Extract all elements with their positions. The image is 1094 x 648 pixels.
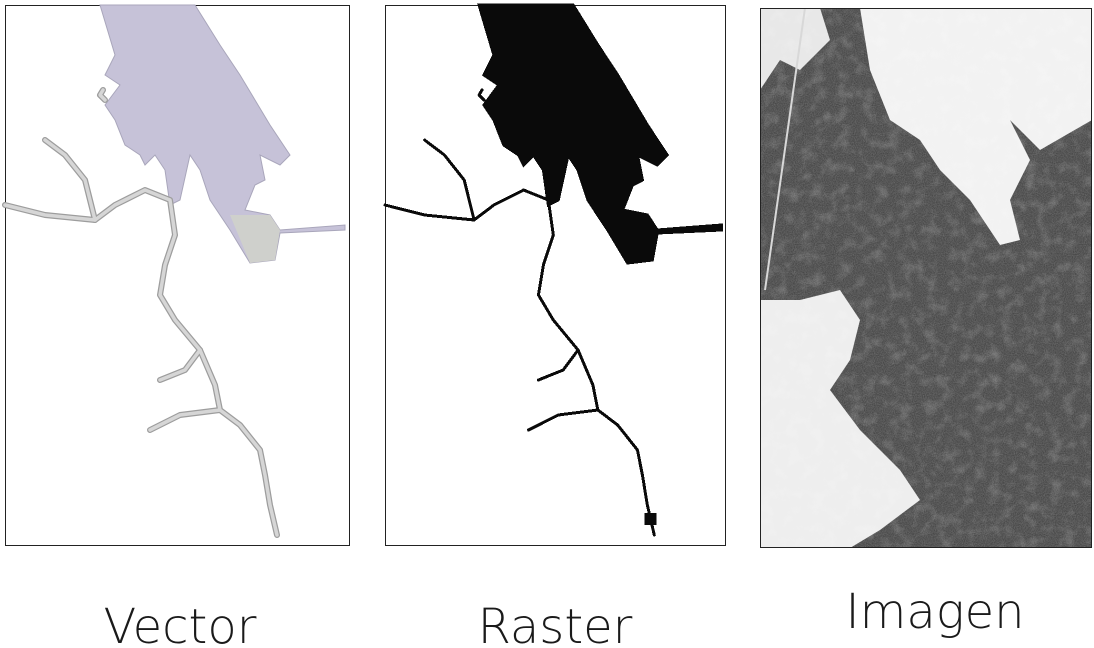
vector-panel [5, 4, 350, 546]
panel-label: Imagen [845, 584, 1024, 640]
panel-label: Raster [478, 599, 633, 648]
image-panel [760, 8, 1092, 548]
raster-panel [383, 3, 726, 546]
panel-label: Vector [104, 599, 257, 648]
